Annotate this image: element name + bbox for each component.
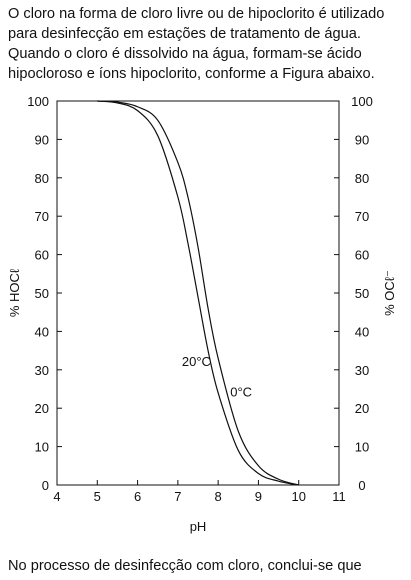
series-line (97, 100, 299, 486)
y2-tick-label: 80 (355, 171, 369, 186)
y2-tick-label: 100 (351, 94, 373, 109)
y2-tick-label: 90 (355, 132, 369, 147)
x-tick-label: 10 (291, 489, 305, 504)
x-tick-label: 8 (215, 489, 222, 504)
annotations: 20°C 0°C (182, 354, 252, 400)
x-tick-label: 6 (134, 489, 141, 504)
intro-line: hipocloroso e íons hipoclorito, conforme… (8, 66, 375, 82)
intro-line: Quando o cloro é dissolvido na água, for… (8, 46, 362, 62)
y-tick-label: 10 (35, 440, 49, 455)
y2-tick-label: 40 (355, 324, 369, 339)
y-tick-label: 60 (35, 248, 49, 263)
plot-frame (56, 100, 340, 486)
y-ticks: 0 10 20 30 40 50 60 70 80 90 100 (27, 94, 62, 493)
x-tick-label: 5 (94, 489, 101, 504)
intro-line: O cloro na forma de cloro livre ou de hi… (8, 6, 385, 22)
y2-tick-label: 30 (355, 363, 369, 378)
x-tick-label: 4 (53, 489, 60, 504)
y-tick-label: 50 (35, 286, 49, 301)
series-line (97, 100, 299, 486)
intro-paragraph: O cloro na forma de cloro livre ou de hi… (8, 4, 408, 84)
y2-tick-label: 20 (355, 401, 369, 416)
x-tick-label: 11 (332, 489, 346, 504)
y2-tick-label: 70 (355, 209, 369, 224)
x-tick-label: 9 (255, 489, 262, 504)
x-ticks: 4 5 6 7 8 9 10 11 (53, 480, 346, 504)
y-tick-label: 30 (35, 363, 49, 378)
x-axis-label: pH (190, 519, 207, 534)
y2-tick-label: 10 (355, 440, 369, 455)
y2-tick-label: 60 (355, 248, 369, 263)
curve-label: 20°C (182, 354, 211, 369)
curve-label: 0°C (230, 385, 252, 400)
y-tick-label: 70 (35, 209, 49, 224)
y2-tick-label: 0 (358, 478, 365, 493)
y2-axis-label: % OCℓ⁻ (382, 270, 397, 316)
y-tick-label: 0 (42, 478, 49, 493)
series-lines (97, 100, 299, 486)
y-tick-label: 90 (35, 132, 49, 147)
y-tick-label: 20 (35, 401, 49, 416)
y-tick-label: 80 (35, 171, 49, 186)
outro-text: No processo de desinfecção com cloro, co… (8, 558, 362, 574)
x-tick-label: 7 (174, 489, 181, 504)
y-tick-label: 100 (27, 94, 49, 109)
y-tick-label: 40 (35, 324, 49, 339)
y2-tick-label: 50 (355, 286, 369, 301)
y-axis-label: % HOCℓ (7, 268, 22, 317)
intro-line: para desinfecção em estações de tratamen… (8, 26, 361, 42)
